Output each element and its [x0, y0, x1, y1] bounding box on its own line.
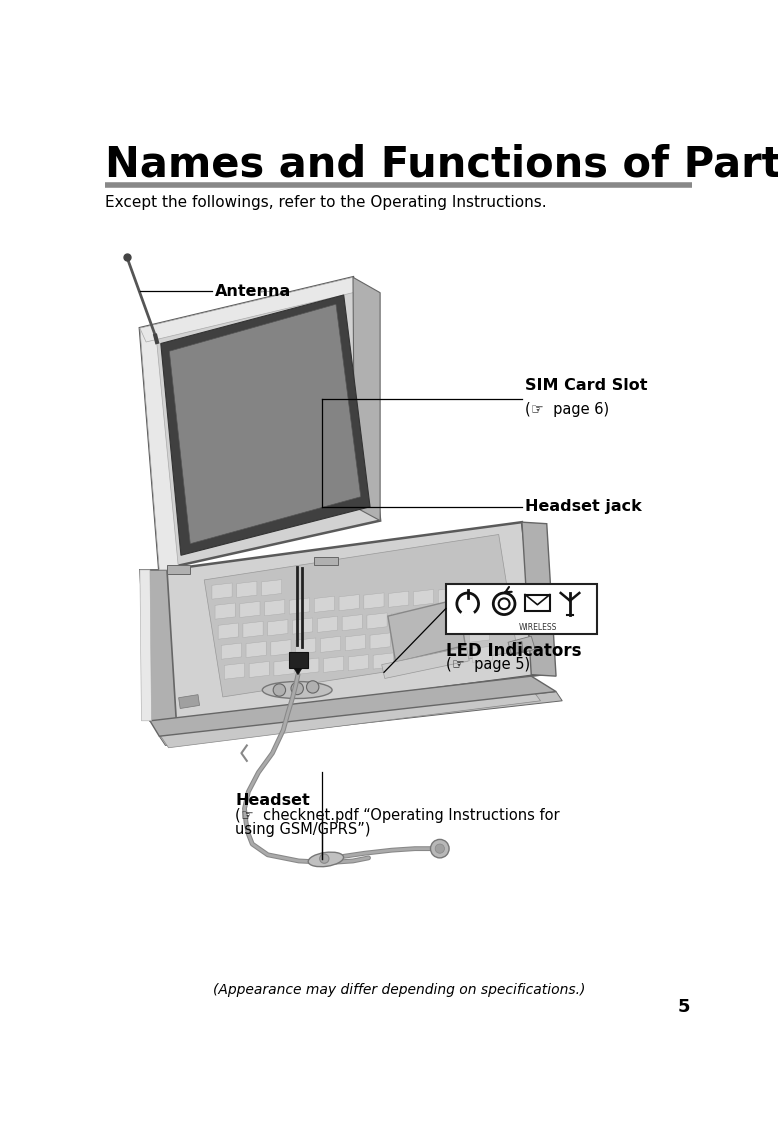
Polygon shape [289, 652, 308, 669]
Polygon shape [237, 582, 257, 598]
Polygon shape [353, 278, 380, 520]
Text: Except the followings, refer to the Operating Instructions.: Except the followings, refer to the Oper… [105, 195, 547, 210]
Polygon shape [265, 600, 285, 616]
Polygon shape [398, 652, 418, 668]
Polygon shape [389, 591, 408, 607]
Polygon shape [271, 640, 291, 656]
Polygon shape [367, 613, 387, 629]
Polygon shape [339, 594, 359, 610]
Polygon shape [508, 637, 535, 655]
Circle shape [435, 844, 444, 854]
Text: Antenna: Antenna [215, 283, 291, 298]
Text: SIM Card Slot: SIM Card Slot [525, 378, 647, 393]
Bar [167, 565, 191, 574]
Ellipse shape [308, 853, 344, 866]
Polygon shape [249, 662, 269, 678]
Polygon shape [463, 586, 483, 602]
Circle shape [320, 854, 329, 863]
Polygon shape [140, 328, 179, 570]
Circle shape [291, 682, 303, 695]
Polygon shape [218, 623, 238, 639]
Polygon shape [324, 656, 344, 672]
Polygon shape [444, 628, 464, 644]
Polygon shape [364, 593, 384, 609]
Polygon shape [416, 609, 436, 625]
Polygon shape [370, 633, 391, 649]
Text: (☞  page 5): (☞ page 5) [446, 657, 530, 672]
Polygon shape [296, 638, 316, 654]
Polygon shape [422, 649, 443, 665]
Ellipse shape [262, 681, 332, 698]
Text: Headset: Headset [235, 793, 310, 808]
Text: (☞  checknet.pdf “Operating Instructions for: (☞ checknet.pdf “Operating Instructions … [235, 808, 560, 823]
Polygon shape [179, 695, 199, 709]
Polygon shape [246, 641, 266, 657]
Polygon shape [140, 570, 152, 721]
Polygon shape [170, 304, 361, 544]
Text: using GSM/GPRS”): using GSM/GPRS”) [235, 822, 370, 837]
Polygon shape [293, 618, 313, 634]
Polygon shape [140, 278, 380, 570]
Polygon shape [466, 606, 486, 622]
Polygon shape [345, 634, 366, 650]
Bar [525, 594, 550, 612]
Polygon shape [321, 637, 341, 653]
Circle shape [430, 839, 449, 858]
Polygon shape [388, 599, 465, 662]
Polygon shape [294, 669, 302, 674]
Polygon shape [161, 295, 370, 555]
Polygon shape [513, 641, 523, 654]
Polygon shape [140, 278, 359, 342]
Polygon shape [349, 655, 369, 671]
Polygon shape [159, 692, 562, 745]
Polygon shape [212, 583, 232, 599]
Circle shape [273, 684, 286, 696]
Polygon shape [522, 522, 556, 677]
Circle shape [307, 681, 319, 693]
Polygon shape [166, 522, 541, 722]
Polygon shape [317, 616, 338, 632]
Polygon shape [243, 622, 263, 638]
Polygon shape [268, 620, 288, 636]
Polygon shape [240, 601, 260, 617]
Polygon shape [221, 644, 241, 660]
Bar [446, 584, 598, 634]
Polygon shape [274, 660, 294, 676]
Polygon shape [441, 608, 461, 624]
Polygon shape [373, 653, 394, 669]
Text: 5: 5 [678, 998, 690, 1016]
Text: (Appearance may differ depending on specifications.): (Appearance may differ depending on spec… [212, 983, 585, 997]
Polygon shape [261, 580, 282, 596]
Polygon shape [419, 630, 440, 646]
Text: Headset jack: Headset jack [525, 499, 642, 514]
Polygon shape [472, 646, 492, 662]
Polygon shape [150, 677, 556, 736]
Polygon shape [289, 598, 310, 614]
Text: 4E  ←→: 4E ←→ [246, 287, 273, 296]
Polygon shape [204, 535, 517, 697]
Bar [314, 557, 338, 565]
Polygon shape [224, 663, 244, 679]
Text: Names and Functions of Parts: Names and Functions of Parts [105, 143, 778, 185]
Polygon shape [314, 597, 335, 613]
Polygon shape [395, 631, 415, 647]
Text: WIRELESS: WIRELESS [518, 623, 556, 632]
Polygon shape [438, 588, 458, 604]
Polygon shape [299, 658, 319, 674]
Polygon shape [159, 688, 541, 748]
Polygon shape [140, 570, 177, 721]
Text: (☞  page 6): (☞ page 6) [525, 402, 609, 417]
Polygon shape [382, 647, 469, 679]
Polygon shape [469, 626, 489, 642]
Polygon shape [215, 604, 235, 620]
Polygon shape [342, 615, 363, 631]
Polygon shape [392, 612, 412, 628]
Polygon shape [413, 590, 433, 606]
Text: LED Indicators: LED Indicators [446, 641, 581, 660]
Polygon shape [447, 648, 468, 664]
